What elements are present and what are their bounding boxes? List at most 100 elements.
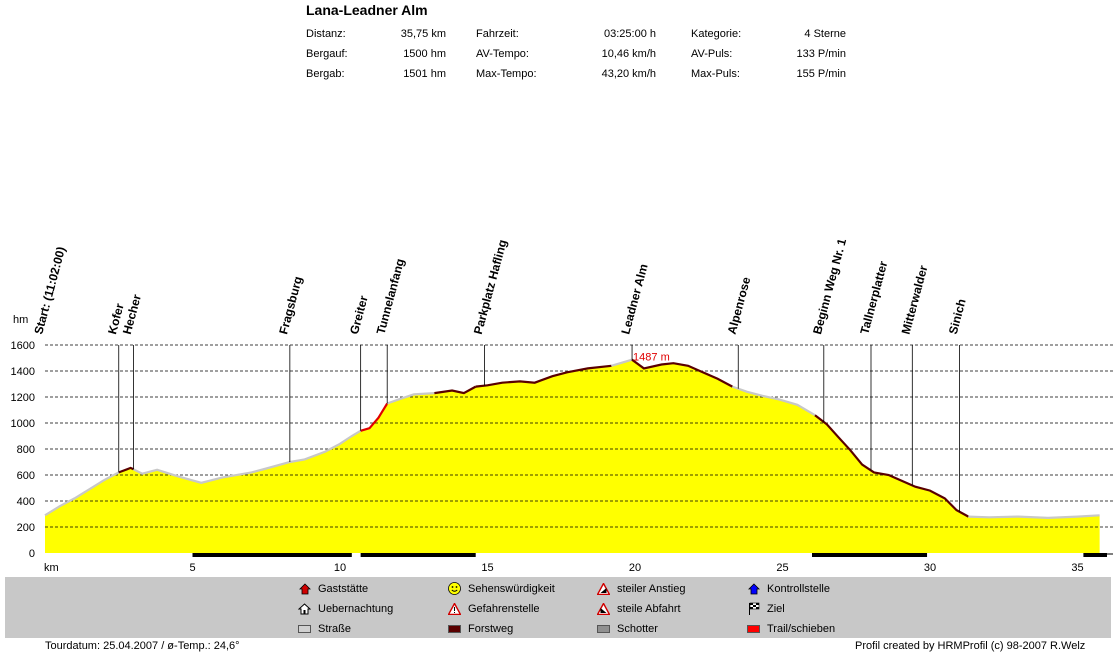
y-tick-label: 1600 [11, 340, 35, 352]
surface-segment [434, 385, 477, 395]
stat-value: 10,46 km/h [601, 48, 656, 60]
surface-segment [360, 402, 389, 432]
x-tick-label: 5 [189, 562, 195, 574]
house-outline-icon [298, 602, 311, 615]
surface-segment [732, 385, 816, 417]
x-tick-label: 15 [481, 562, 493, 574]
flag-icon [747, 602, 760, 615]
chart-title: Lana-Leadner Alm [306, 2, 428, 18]
surface-segment [133, 429, 362, 484]
surface-segment [44, 471, 120, 517]
surface-segment [118, 466, 134, 474]
surface-segment [968, 514, 1100, 520]
legend-label: Straße [318, 622, 352, 635]
y-tick-label: 1200 [11, 392, 35, 404]
legend-item: Gaststätte [298, 582, 368, 595]
legend-label: Uebernachtung [318, 602, 394, 615]
legend-label: Sehenswürdigkeit [468, 582, 555, 595]
x-tick-label: 25 [776, 562, 788, 574]
stat-value: 155 P/min [796, 68, 846, 80]
waypoint-label: Fragsburg [276, 275, 305, 336]
waypoint-label: Mitterwalder [899, 264, 931, 336]
legend-label: Kontrollstelle [767, 582, 830, 595]
x-axis-band [45, 553, 1107, 557]
y-tick-label: 0 [29, 548, 35, 560]
stat-label: Bergauf: [306, 48, 348, 60]
legend-item: Straße [298, 622, 351, 635]
legend-item: Kontrollstelle [747, 582, 830, 595]
stat-value: 133 P/min [796, 48, 846, 60]
stat-label: Bergab: [306, 68, 345, 80]
waypoint-label: Beginn Weg Nr. 1 [810, 237, 849, 336]
x-axis-band-dark [812, 553, 928, 557]
legend-label: steile Abfahrt [617, 602, 681, 615]
stat-label: AV-Puls: [691, 48, 733, 60]
house-red-icon [298, 582, 311, 595]
stat-value: 4 Sterne [804, 28, 846, 40]
waypoint-label: Start: (11:02:00) [31, 245, 68, 336]
legend-item: Gefahrenstelle [448, 602, 540, 615]
surface-segment [475, 364, 612, 388]
surface-segment [386, 392, 435, 405]
stat-value: 1500 hm [403, 48, 446, 60]
legend-label: Forstweg [468, 622, 514, 635]
legend-item: Sehenswürdigkeit [448, 582, 555, 595]
stat-value: 1501 hm [403, 68, 446, 80]
legend-label: Schotter [617, 622, 658, 635]
forest-swatch-icon [448, 622, 461, 635]
y-tick-label: 200 [17, 522, 35, 534]
x-tick-label: 35 [1071, 562, 1083, 574]
legend-item: Trail/schieben [747, 622, 835, 635]
stat-value: 35,75 km [400, 28, 446, 40]
surface-segment [611, 358, 633, 367]
y-tick-label: 1000 [11, 418, 35, 430]
legend-item: Schotter [597, 622, 658, 635]
credit-footer: Profil created by HRMProfil (c) 98-2007 … [855, 640, 1086, 652]
stat-label: Max-Tempo: [476, 68, 537, 80]
waypoint-label: Sinich [946, 297, 969, 335]
y-tick-label: 1400 [11, 366, 35, 378]
legend-item: Uebernachtung [298, 602, 393, 615]
house-blue-icon [747, 582, 760, 595]
waypoint-label: Tunnelanfang [374, 257, 408, 336]
legend-item: steiler Anstieg [597, 582, 685, 595]
stat-value: 03:25:00 h [604, 28, 656, 40]
x-axis-band-dark [192, 553, 352, 557]
legend-item: steile Abfahrt [597, 602, 681, 615]
legend-label: Gaststätte [318, 582, 369, 595]
waypoint-label: Greiter [347, 294, 371, 336]
x-tick-label: 20 [629, 562, 641, 574]
legend-label: Gefahrenstelle [468, 602, 540, 615]
y-tick-label: 800 [17, 444, 35, 456]
x-tick-label: 30 [924, 562, 936, 574]
road-swatch-icon [298, 622, 311, 635]
trail-swatch-icon [747, 622, 760, 635]
surface-segment [631, 358, 733, 388]
max-elevation-label: 1487 m [633, 352, 670, 364]
y-axis-unit: hm [13, 314, 28, 326]
y-tick-label: 400 [17, 496, 35, 508]
gravel-swatch-icon [597, 622, 610, 635]
elevation-area [45, 359, 1100, 553]
x-tick-label: km [44, 562, 59, 574]
legend-label: Trail/schieben [767, 622, 836, 635]
stat-label: Max-Puls: [691, 68, 740, 80]
waypoint-label: Tallnerplatter [857, 259, 890, 336]
x-axis-band-dark [360, 553, 476, 557]
waypoint-label: Leadner Alm [618, 262, 650, 335]
stat-label: Kategorie: [691, 28, 742, 40]
stat-label: AV-Tempo: [476, 48, 529, 60]
stat-value: 43,20 km/h [601, 68, 656, 80]
tour-date-footer: Tourdatum: 25.04.2007 / ø-Temp.: 24,6° [45, 640, 240, 652]
waypoint-label: Parkplatz Hafling [471, 238, 510, 336]
warning-icon [448, 602, 461, 615]
steep-up-icon [597, 582, 610, 595]
stat-label: Distanz: [306, 28, 346, 40]
stat-label: Fahrzeit: [476, 28, 519, 40]
smiley-icon [448, 582, 461, 595]
surface-segment [814, 414, 969, 518]
legend-item: Forstweg [448, 622, 513, 635]
legend-panel [5, 577, 1111, 638]
x-axis-band-dark [1083, 553, 1107, 557]
